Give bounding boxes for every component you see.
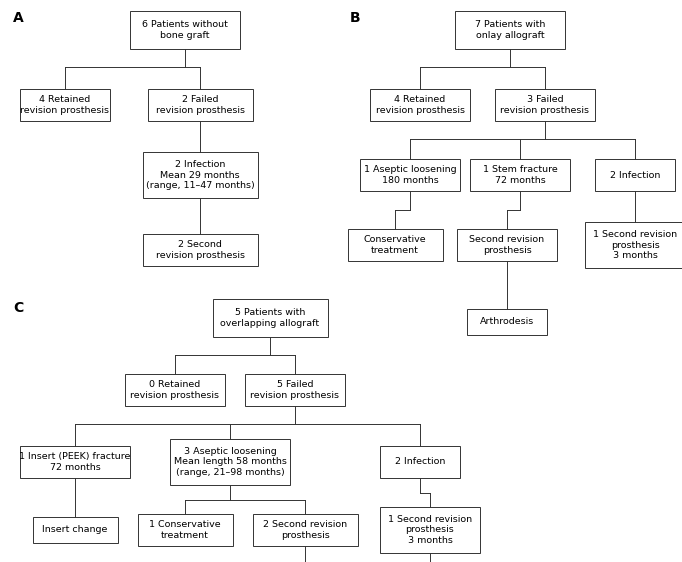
FancyBboxPatch shape: [348, 229, 443, 261]
FancyBboxPatch shape: [20, 446, 130, 478]
Text: 3 Failed
revision prosthesis: 3 Failed revision prosthesis: [501, 96, 589, 115]
Text: 2 Infection: 2 Infection: [395, 457, 445, 466]
Text: 7 Patients with
onlay allograft: 7 Patients with onlay allograft: [475, 20, 545, 40]
Text: 0 Retained
revision prosthesis: 0 Retained revision prosthesis: [130, 380, 220, 400]
FancyBboxPatch shape: [470, 159, 570, 191]
Text: 4 Retained
revision prosthesis: 4 Retained revision prosthesis: [20, 96, 110, 115]
Text: 1 Second revision
prosthesis
3 months: 1 Second revision prosthesis 3 months: [388, 515, 472, 545]
FancyBboxPatch shape: [125, 374, 225, 406]
Text: 3 Aseptic loosening
Mean length 58 months
(range, 21–98 months): 3 Aseptic loosening Mean length 58 month…: [173, 447, 286, 477]
Text: 2 Failed
revision prosthesis: 2 Failed revision prosthesis: [155, 96, 245, 115]
FancyBboxPatch shape: [457, 229, 557, 261]
FancyBboxPatch shape: [380, 446, 460, 478]
FancyBboxPatch shape: [213, 299, 327, 337]
Text: C: C: [13, 301, 23, 315]
Text: Second revision
prosthesis: Second revision prosthesis: [469, 235, 544, 255]
FancyBboxPatch shape: [143, 152, 258, 198]
Text: 1 Stem fracture
72 months: 1 Stem fracture 72 months: [483, 165, 557, 185]
Text: 4 Retained
revision prosthesis: 4 Retained revision prosthesis: [376, 96, 464, 115]
Text: 1 Aseptic loosening
180 months: 1 Aseptic loosening 180 months: [364, 165, 456, 185]
Text: B: B: [350, 11, 360, 25]
FancyBboxPatch shape: [467, 309, 547, 335]
FancyBboxPatch shape: [585, 222, 682, 268]
FancyBboxPatch shape: [147, 89, 252, 121]
FancyBboxPatch shape: [360, 159, 460, 191]
Text: Arthrodesis: Arthrodesis: [480, 318, 534, 327]
FancyBboxPatch shape: [495, 89, 595, 121]
Text: 6 Patients without
bone graft: 6 Patients without bone graft: [142, 20, 228, 40]
Text: 2 Second revision
prosthesis: 2 Second revision prosthesis: [263, 520, 347, 540]
Text: 2 Infection
Mean 29 months
(range, 11–47 months): 2 Infection Mean 29 months (range, 11–47…: [146, 160, 254, 190]
FancyBboxPatch shape: [143, 234, 258, 266]
FancyBboxPatch shape: [33, 517, 117, 543]
Text: A: A: [13, 11, 23, 25]
Text: 1 Insert (PEEK) fracture
72 months: 1 Insert (PEEK) fracture 72 months: [19, 452, 131, 472]
Text: Insert change: Insert change: [42, 525, 108, 534]
Text: 2 Second
revision prosthesis: 2 Second revision prosthesis: [155, 241, 245, 260]
Text: 5 Patients with
overlapping allograft: 5 Patients with overlapping allograft: [220, 309, 320, 328]
Text: 5 Failed
revision prosthesis: 5 Failed revision prosthesis: [250, 380, 340, 400]
FancyBboxPatch shape: [245, 374, 345, 406]
FancyBboxPatch shape: [455, 11, 565, 49]
Text: Conservative
treatment: Conservative treatment: [364, 235, 426, 255]
FancyBboxPatch shape: [130, 11, 240, 49]
Text: 1 Second revision
prosthesis
3 months: 1 Second revision prosthesis 3 months: [593, 230, 677, 260]
FancyBboxPatch shape: [370, 89, 470, 121]
FancyBboxPatch shape: [380, 507, 480, 553]
FancyBboxPatch shape: [595, 159, 675, 191]
FancyBboxPatch shape: [138, 514, 233, 546]
FancyBboxPatch shape: [170, 439, 290, 485]
Text: 1 Conservative
treatment: 1 Conservative treatment: [149, 520, 221, 540]
Text: 2 Infection: 2 Infection: [610, 170, 660, 179]
FancyBboxPatch shape: [252, 514, 357, 546]
FancyBboxPatch shape: [20, 89, 110, 121]
